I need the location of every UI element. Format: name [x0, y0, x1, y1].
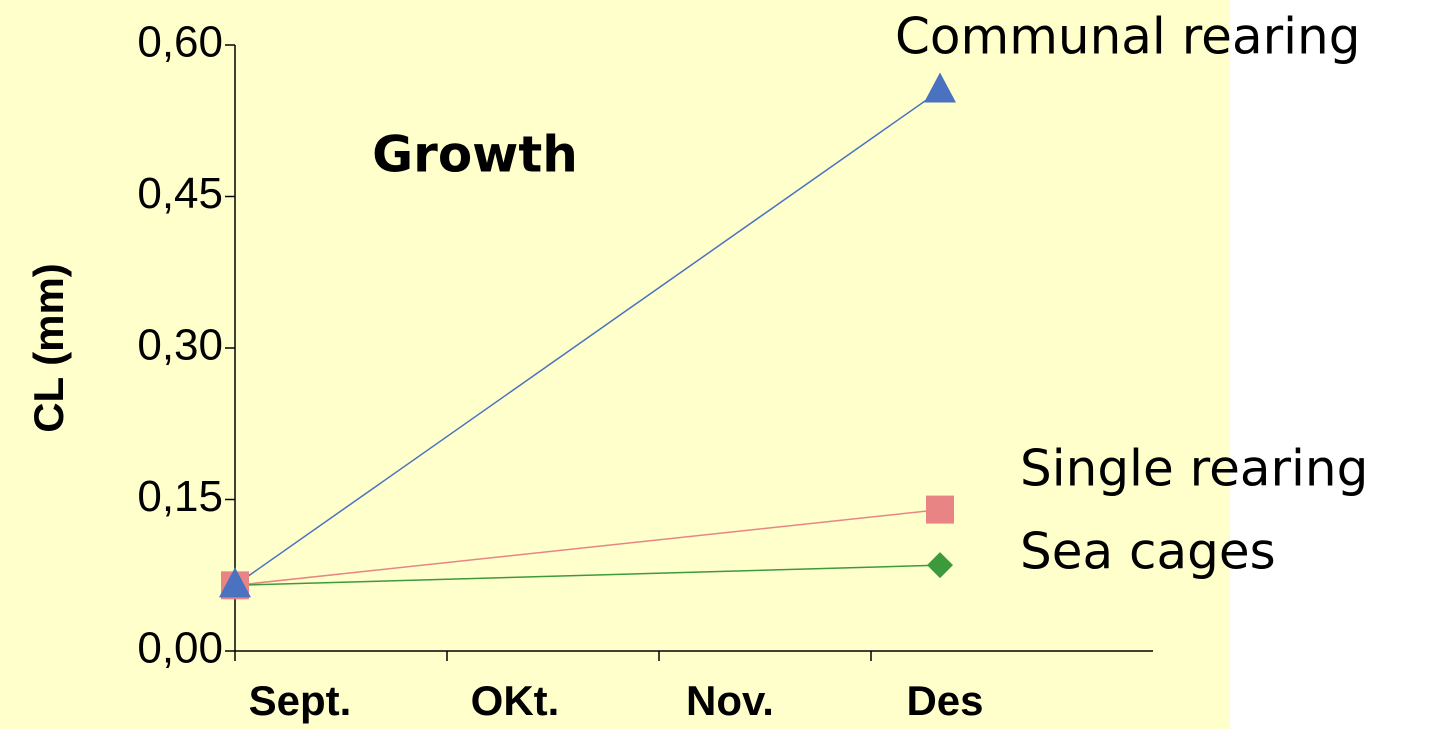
marker	[926, 495, 954, 524]
x-tick-label: Sept.	[249, 677, 352, 724]
series-label: Communal rearing	[895, 8, 1360, 66]
y-tick-label: 0,30	[137, 321, 223, 370]
series-line	[234, 564, 941, 587]
x-tick-label: Nov.	[686, 677, 774, 724]
series-label: Sea cages	[1020, 523, 1276, 581]
x-tick-label: Des	[906, 677, 983, 724]
y-axis-title: CL (mm)	[25, 263, 72, 433]
x-tick-label: OKt.	[471, 677, 560, 724]
marker	[219, 567, 251, 598]
series-line	[234, 508, 941, 587]
y-tick-label: 0,60	[137, 18, 223, 67]
y-tick-label: 0,15	[137, 472, 223, 521]
plot-background	[0, 0, 1230, 729]
annotation: Growth	[372, 126, 578, 184]
marker	[924, 72, 956, 103]
y-tick-label: 0,00	[137, 624, 223, 673]
marker	[927, 552, 953, 579]
y-tick-label: 0,45	[137, 169, 223, 218]
series-line	[234, 89, 941, 586]
series-label: Single rearing	[1020, 440, 1368, 498]
